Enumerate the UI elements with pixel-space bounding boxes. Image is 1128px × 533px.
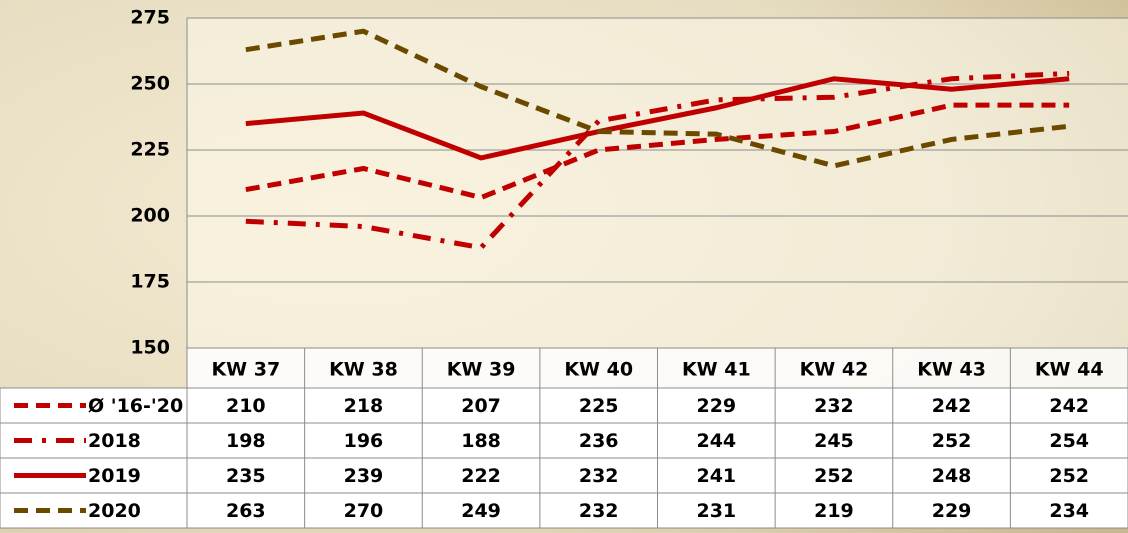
table-value: 236 [579, 430, 619, 452]
table-value: 207 [461, 395, 501, 417]
y-tick-label: 150 [130, 337, 170, 359]
legend-label: Ø '16-'20 [88, 395, 183, 417]
x-tick-label: KW 44 [1035, 359, 1104, 381]
x-tick-label: KW 40 [564, 359, 633, 381]
table-value: 263 [226, 500, 266, 522]
y-tick-label: 175 [130, 271, 170, 293]
y-tick-label: 275 [130, 7, 170, 29]
plot-area [187, 18, 1128, 348]
table-value: 222 [461, 465, 501, 487]
table-value: 244 [696, 430, 736, 452]
table-value: 218 [344, 395, 384, 417]
table-value: 252 [1049, 465, 1089, 487]
y-tick-label: 225 [130, 139, 170, 161]
x-tick-label: KW 39 [447, 359, 516, 381]
legend-label: 2019 [88, 465, 141, 487]
series-line [245, 102, 1070, 201]
table-value: 229 [932, 500, 972, 522]
table-value: 232 [579, 465, 619, 487]
table-value: 219 [814, 500, 854, 522]
legend-label: 2020 [88, 500, 141, 522]
table-value: 196 [344, 430, 384, 452]
table-value: 198 [226, 430, 266, 452]
table-value: 232 [814, 395, 854, 417]
legend-label: 2018 [88, 430, 141, 452]
table-value: 249 [461, 500, 501, 522]
table-value: 242 [1049, 395, 1089, 417]
table-value: 254 [1049, 430, 1089, 452]
x-tick-label: KW 41 [682, 359, 751, 381]
series-line [245, 70, 1070, 251]
table-value: 248 [932, 465, 972, 487]
table-value: 245 [814, 430, 854, 452]
table-value: 210 [226, 395, 266, 417]
table-value: 239 [344, 465, 384, 487]
series-line [245, 76, 1070, 161]
table-value: 270 [344, 500, 384, 522]
table-value: 231 [696, 500, 736, 522]
x-tick-label: KW 42 [800, 359, 869, 381]
table-value: 232 [579, 500, 619, 522]
x-tick-label: KW 38 [329, 359, 398, 381]
x-tick-label: KW 37 [211, 359, 280, 381]
table-value: 252 [814, 465, 854, 487]
table-value: 242 [932, 395, 972, 417]
table-value: 234 [1049, 500, 1089, 522]
table-value: 188 [461, 430, 501, 452]
series-line [245, 28, 1070, 169]
y-tick-label: 250 [130, 73, 170, 95]
table-value: 252 [932, 430, 972, 452]
y-tick-label: 200 [130, 205, 170, 227]
table-value: 229 [696, 395, 736, 417]
x-tick-label: KW 43 [917, 359, 986, 381]
table-value: 235 [226, 465, 266, 487]
table-value: 241 [696, 465, 736, 487]
table-value: 225 [579, 395, 619, 417]
